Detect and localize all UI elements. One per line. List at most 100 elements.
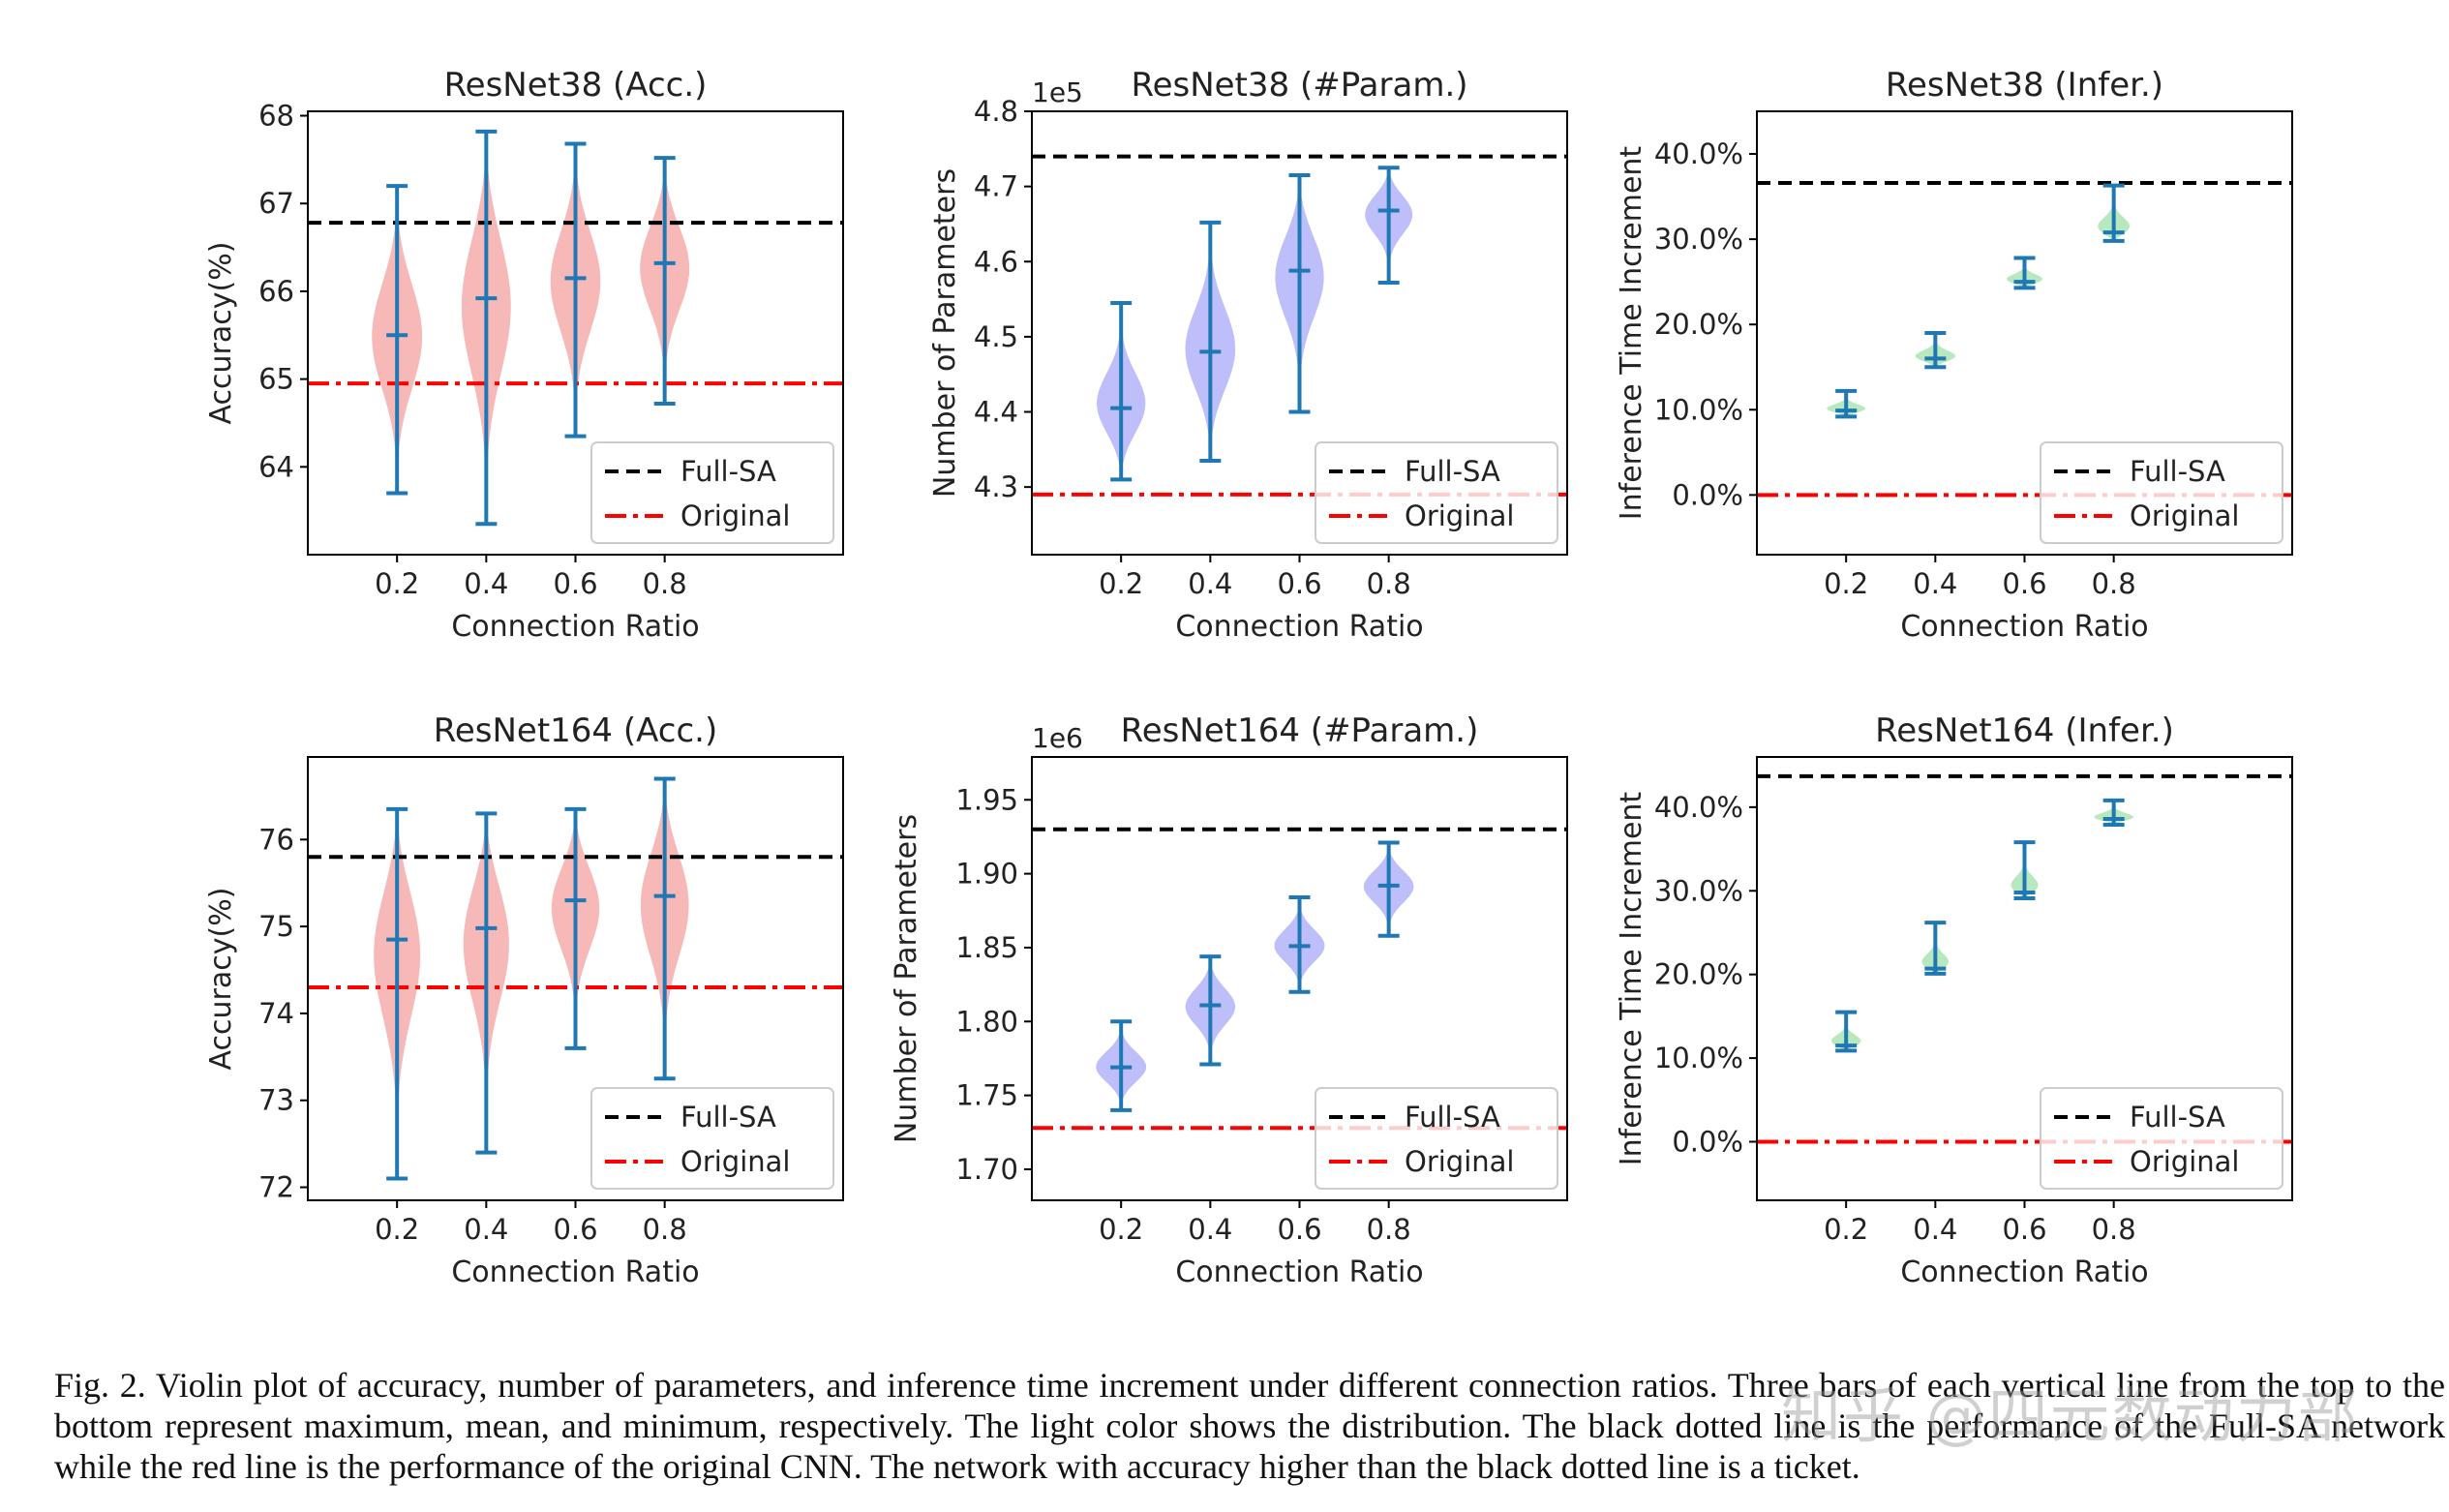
y-tick-label: 0.0%	[1672, 478, 1743, 511]
violin-stats-0.6	[1288, 172, 1311, 414]
y-tick-label: 30.0%	[1654, 874, 1743, 907]
violin-stats-0.6	[564, 141, 587, 438]
violin-stats-0.2	[1110, 300, 1133, 482]
y-offset-label: 1e6	[1032, 722, 1083, 754]
y-tick-label: 20.0%	[1654, 958, 1743, 991]
x-tick-label: 0.8	[643, 567, 687, 600]
chart-title: ResNet38 (Acc.)	[444, 66, 708, 105]
violin-stats-0.2	[386, 806, 408, 1181]
y-tick-label: 1.80	[955, 1005, 1018, 1038]
x-tick-label: 0.8	[643, 1213, 687, 1246]
legend-full-sa-label: Full-SA	[680, 1101, 776, 1134]
y-tick-label: 30.0%	[1654, 223, 1743, 256]
y-axis-label: Inference Time Increment	[1615, 146, 1648, 521]
chart-panel-5: ResNet164 (#Param.) 1e6 1.70 1.75 1.80 1.85 1.…	[890, 711, 1568, 1289]
figure-caption: Fig. 2. Violin plot of accuracy, number …	[54, 1366, 2445, 1486]
x-tick-label: 0.8	[1367, 1213, 1411, 1246]
y-tick-label: 40.0%	[1654, 137, 1743, 170]
y-axis-label: Accuracy(%)	[204, 242, 238, 425]
x-tick-label: 0.8	[2092, 1213, 2136, 1246]
y-axis-label: Number of Parameters	[890, 814, 923, 1143]
x-tick-label: 0.8	[2092, 567, 2136, 600]
y-tick-label: 1.70	[955, 1153, 1018, 1186]
x-axis-label: Connection Ratio	[1900, 1255, 2148, 1289]
x-tick-label: 0.4	[1913, 567, 1957, 600]
legend-full-sa-label: Full-SA	[2130, 1101, 2225, 1134]
x-tick-label: 0.2	[1824, 567, 1868, 600]
legend: Full-SA Original	[2040, 1087, 2283, 1190]
violin-stats-0.6	[1288, 895, 1311, 994]
violin-figure: ResNet38 (Acc.) 64 65 66 67 68 0.2 0.4 0.6 0.8 Con…	[204, 66, 2293, 1289]
y-tick-label: 4.5	[974, 320, 1018, 353]
x-tick-label: 0.4	[1188, 1213, 1232, 1246]
x-tick-label: 0.6	[2002, 1213, 2046, 1246]
y-tick-label: 4.4	[974, 396, 1018, 429]
y-tick-label: 65	[258, 363, 294, 396]
x-tick-label: 0.6	[553, 1213, 597, 1246]
y-tick-label: 68	[258, 100, 294, 133]
y-tick-label: 72	[258, 1171, 294, 1204]
violin-stats-0.8	[2102, 183, 2125, 243]
legend: Full-SA Original	[1315, 1087, 1558, 1190]
violin-stats-0.6	[564, 806, 587, 1050]
violin-stats-0.8	[1377, 166, 1400, 285]
legend-original-label: Original	[680, 499, 790, 532]
violin-stats-0.6	[2013, 840, 2036, 901]
y-tick-label: 64	[258, 450, 294, 483]
y-tick-label: 0.0%	[1672, 1126, 1743, 1159]
y-axis-label: Accuracy(%)	[204, 888, 238, 1071]
watermark-text: 知乎 @四元数动力部	[1781, 1380, 2360, 1451]
legend-full-sa-label: Full-SA	[680, 455, 776, 488]
violin-stats-0.8	[1377, 840, 1400, 938]
violin-stats-0.8	[2102, 798, 2125, 827]
violin-stats-0.2	[1835, 388, 1858, 419]
x-tick-label: 0.2	[375, 567, 419, 600]
chart-title: ResNet164 (Acc.)	[434, 711, 718, 750]
violin-stats-0.2	[1110, 1019, 1133, 1112]
x-axis-label: Connection Ratio	[451, 1255, 699, 1289]
violin-stats-0.2	[386, 184, 408, 496]
x-tick-label: 0.2	[375, 1213, 419, 1246]
y-tick-label: 10.0%	[1654, 393, 1743, 426]
x-tick-label: 0.4	[1913, 1213, 1957, 1246]
y-axis-label: Inference Time Increment	[1615, 792, 1648, 1166]
x-axis-label: Connection Ratio	[1175, 1255, 1423, 1289]
violin-stats-0.4	[475, 129, 498, 527]
chart-title: ResNet38 (#Param.)	[1131, 66, 1467, 105]
x-tick-label: 0.6	[2002, 567, 2046, 600]
x-tick-label: 0.8	[1367, 567, 1411, 600]
legend: Full-SA Original	[590, 1087, 834, 1190]
violin-stats-0.2	[1835, 1010, 1858, 1053]
y-tick-label: 10.0%	[1654, 1042, 1743, 1074]
legend: Full-SA Original	[590, 441, 834, 544]
x-tick-label: 0.2	[1824, 1213, 1868, 1246]
y-tick-label: 1.85	[955, 931, 1018, 964]
x-tick-label: 0.6	[1277, 567, 1321, 600]
y-tick-label: 67	[258, 187, 294, 220]
y-tick-label: 1.95	[955, 783, 1018, 816]
violin-stats-0.4	[1199, 954, 1222, 1067]
x-tick-label: 0.4	[464, 567, 508, 600]
legend-full-sa-label: Full-SA	[2130, 455, 2225, 488]
chart-panel-4: ResNet164 (Acc.) 72 73 74 75 76 0.2 0.4 0.6 0.8 Co…	[204, 711, 844, 1289]
y-tick-label: 76	[258, 823, 294, 856]
y-tick-label: 75	[258, 910, 294, 943]
x-tick-label: 0.4	[464, 1213, 508, 1246]
y-tick-label: 4.7	[974, 170, 1018, 203]
x-tick-label: 0.4	[1188, 567, 1232, 600]
y-tick-label: 66	[258, 275, 294, 308]
legend-original-label: Original	[1405, 499, 1514, 532]
legend-original-label: Original	[2130, 1145, 2239, 1178]
legend-original-label: Original	[680, 1145, 790, 1178]
legend-full-sa-label: Full-SA	[1405, 1101, 1500, 1134]
y-tick-label: 4.6	[974, 245, 1018, 278]
y-tick-label: 1.75	[955, 1079, 1018, 1112]
x-tick-label: 0.6	[1277, 1213, 1321, 1246]
violin-stats-0.4	[1924, 331, 1947, 370]
y-tick-label: 1.90	[955, 858, 1018, 891]
x-axis-label: Connection Ratio	[1900, 610, 2148, 644]
chart-panel-6: ResNet164 (Infer.) 0.0% 10.0% 20.0% 30.0% 40.…	[1615, 711, 2293, 1289]
y-tick-label: 74	[258, 997, 294, 1030]
y-tick-label: 4.3	[974, 470, 1018, 503]
violin-stats-0.4	[1199, 220, 1222, 463]
